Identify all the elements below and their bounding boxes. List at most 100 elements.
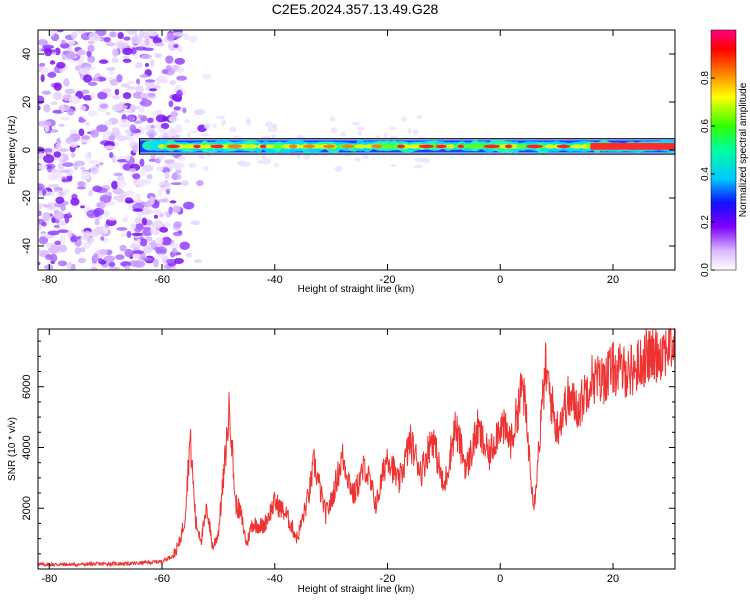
noise-blob: [90, 129, 100, 138]
x-tick-label: -20: [380, 573, 396, 585]
noise-blob: [161, 236, 172, 246]
noise-blob: [221, 119, 227, 126]
noise-blob: [38, 39, 49, 46]
noise-blob: [59, 234, 66, 244]
noise-blob: [75, 30, 87, 35]
signal-green: [354, 144, 367, 149]
noise-blob: [144, 37, 150, 46]
noise-blob: [38, 247, 41, 252]
noise-blob: [383, 132, 388, 140]
noise-blob: [38, 120, 46, 127]
noise-blob: [109, 151, 114, 159]
noise-blob: [89, 77, 101, 82]
noise-blob: [135, 85, 144, 94]
noise-blob: [126, 230, 132, 238]
noise-blob: [78, 116, 84, 123]
noise-blob: [77, 257, 86, 264]
signal-red: [227, 144, 243, 149]
noise-blob: [38, 47, 42, 52]
noise-blob: [198, 154, 206, 160]
noise-blob: [118, 119, 131, 128]
x-tick-label: -20: [380, 274, 396, 286]
noise-blob: [229, 126, 237, 133]
noise-blob: [67, 108, 75, 116]
noise-blob: [80, 166, 86, 171]
noise-blob: [81, 170, 91, 180]
noise-blob: [83, 230, 91, 238]
snr-x-axis-label: Height of straight line (km): [298, 584, 415, 595]
noise-blob: [64, 214, 70, 224]
signal-green: [157, 144, 167, 149]
noise-blob: [109, 79, 119, 86]
noise-blob: [74, 246, 82, 255]
noise-blob: [47, 230, 60, 236]
noise-blob: [70, 235, 78, 243]
noise-blob: [94, 226, 103, 234]
noise-blob: [329, 116, 336, 122]
noise-blob: [133, 120, 143, 124]
chart-title: C2E5.2024.357.13.49.G28: [272, 1, 439, 17]
signal-green: [381, 144, 394, 149]
noise-blob: [296, 134, 302, 139]
y-tick-label: 4000: [21, 435, 33, 459]
noise-blob: [87, 81, 98, 86]
noise-blob: [134, 53, 139, 59]
noise-blob: [165, 188, 171, 195]
noise-blob: [39, 62, 46, 67]
noise-blob: [60, 203, 66, 212]
noise-blob: [139, 158, 145, 167]
noise-blob: [125, 190, 135, 197]
signal-green: [470, 144, 486, 149]
noise-blob: [122, 92, 132, 100]
colorbar-gradient: [710, 29, 737, 271]
noise-blob: [407, 128, 412, 134]
noise-blob: [59, 169, 71, 173]
noise-blob: [42, 212, 51, 221]
noise-blob: [111, 57, 119, 64]
noise-blob: [123, 36, 131, 41]
colorbar-label: Normalized spectral amplitude: [738, 82, 749, 217]
noise-blob: [117, 179, 126, 188]
noise-blob: [87, 160, 100, 165]
noise-blob: [179, 241, 190, 251]
signal-red: [303, 144, 316, 149]
noise-blob: [112, 95, 120, 100]
y-tick-label: 2000: [21, 496, 33, 520]
noise-blob: [157, 128, 166, 134]
noise-blob: [111, 104, 123, 112]
noise-blob: [105, 42, 116, 47]
noise-blob: [69, 141, 78, 148]
noise-blob: [330, 127, 338, 135]
noise-blob: [129, 124, 137, 133]
noise-blob: [38, 223, 42, 231]
noise-blob: [57, 30, 64, 33]
signal-red: [483, 144, 501, 149]
noise-blob: [120, 83, 130, 88]
noise-blob: [38, 203, 42, 211]
noise-blob: [47, 183, 60, 188]
noise-blob: [65, 50, 76, 60]
noise-blob: [194, 259, 203, 264]
signal-green: [246, 144, 258, 149]
noise-blob: [150, 209, 163, 214]
noise-blob: [82, 241, 91, 249]
noise-blob: [115, 254, 125, 260]
noise-blob: [44, 125, 50, 133]
noise-blob: [49, 129, 59, 133]
x-tick-label: -80: [41, 274, 57, 286]
noise-blob: [100, 236, 105, 241]
noise-blob: [54, 240, 61, 246]
noise-blob: [140, 92, 149, 99]
noise-blob: [132, 250, 145, 255]
noise-blob: [186, 132, 191, 138]
noise-blob: [57, 260, 68, 267]
noise-blob: [62, 162, 74, 167]
noise-blob: [44, 47, 53, 57]
x-tick-label: 0: [497, 573, 503, 585]
noise-blob: [43, 148, 53, 153]
noise-blob: [200, 133, 210, 137]
noise-blob: [139, 31, 150, 39]
noise-blob: [159, 226, 169, 233]
noise-blob: [122, 58, 132, 63]
